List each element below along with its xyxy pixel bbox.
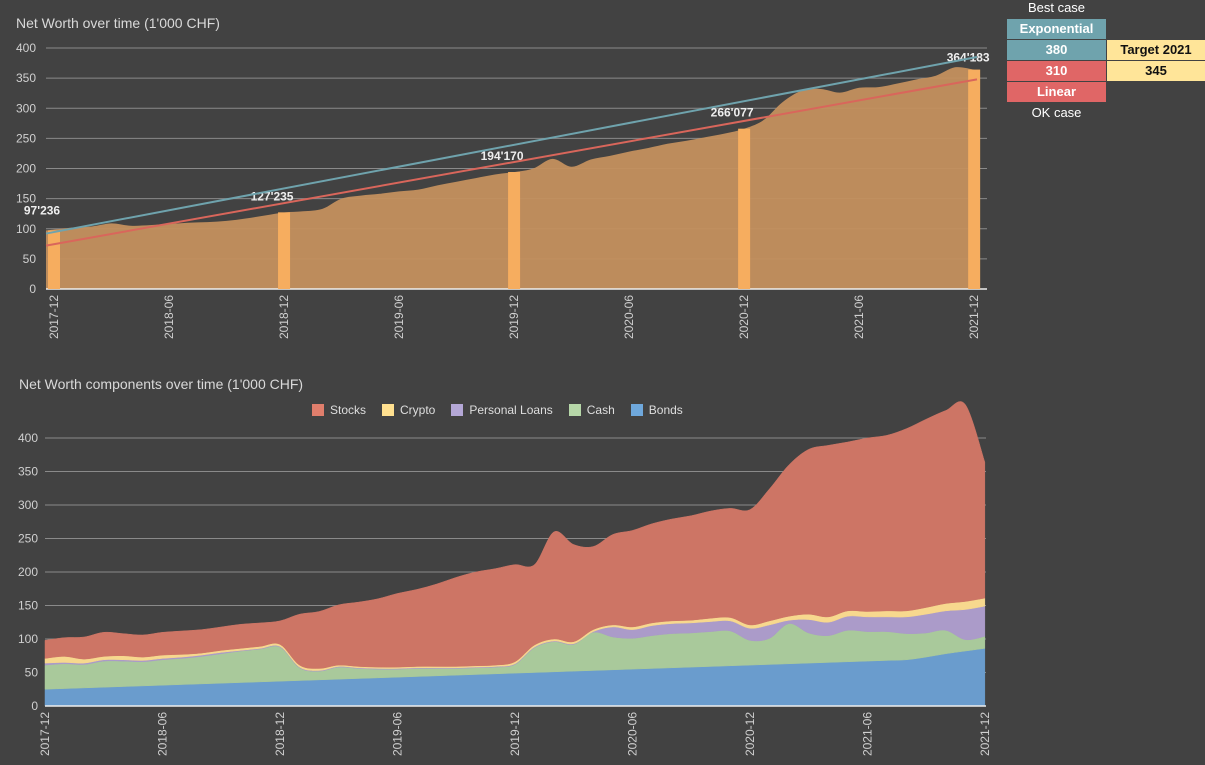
nw-bar-label: 97'236 bbox=[24, 203, 61, 217]
comp-y-tick-label: 100 bbox=[18, 632, 38, 646]
chart-title-net-worth: Net Worth over time (1'000 CHF) bbox=[16, 15, 220, 31]
comp-x-tick-label: 2017-12 bbox=[38, 712, 52, 756]
nw-y-tick-label: 400 bbox=[16, 41, 36, 55]
nw-y-tick-label: 50 bbox=[23, 252, 37, 266]
nw-x-tick-label: 2020-06 bbox=[622, 295, 636, 339]
components-legend: Stocks Crypto Personal Loans Cash Bonds bbox=[312, 403, 683, 417]
nw-y-tick-label: 150 bbox=[16, 192, 36, 206]
legend-label-stocks: Stocks bbox=[330, 403, 367, 417]
linear-label-cell: Linear bbox=[1007, 82, 1106, 102]
nw-x-tick-label: 2017-12 bbox=[47, 295, 61, 339]
legend-label-bonds: Bonds bbox=[648, 403, 683, 417]
comp-y-tick-label: 150 bbox=[18, 599, 38, 613]
target-label-cell: Target 2021 bbox=[1107, 40, 1205, 60]
nw-bar bbox=[738, 128, 751, 289]
trendline-linear bbox=[45, 78, 978, 247]
legend-item-crypto[interactable]: Crypto bbox=[382, 403, 435, 417]
comp-x-tick-label: 2018-12 bbox=[273, 712, 287, 756]
chart-title-components: Net Worth components over time (1'000 CH… bbox=[19, 376, 304, 392]
legend-label-personal-loans: Personal Loans bbox=[469, 403, 553, 417]
legend-label-cash: Cash bbox=[586, 403, 615, 417]
linear-value-cell: 310 bbox=[1007, 61, 1106, 81]
legend-swatch-crypto bbox=[382, 404, 395, 416]
net-worth-chart: 05010015020025030035040097'236127'235194… bbox=[16, 41, 990, 339]
comp-y-tick-label: 350 bbox=[18, 465, 38, 479]
legend-swatch-cash bbox=[568, 404, 581, 416]
exponential-value-cell: 380 bbox=[1007, 40, 1106, 60]
legend-swatch-bonds bbox=[630, 404, 643, 416]
comp-y-tick-label: 300 bbox=[18, 498, 38, 512]
nw-y-tick-label: 200 bbox=[16, 162, 36, 176]
nw-x-tick-label: 2021-06 bbox=[852, 295, 866, 339]
nw-bar bbox=[508, 172, 521, 289]
nw-y-tick-label: 300 bbox=[16, 101, 36, 115]
legend-swatch-stocks bbox=[312, 404, 324, 416]
comp-x-tick-label: 2020-06 bbox=[625, 712, 639, 756]
comp-x-tick-label: 2019-12 bbox=[508, 712, 522, 756]
ok-case-label: OK case bbox=[1031, 105, 1082, 120]
comp-x-tick-label: 2019-06 bbox=[390, 712, 404, 756]
comp-y-tick-label: 250 bbox=[18, 532, 38, 546]
legend-label-crypto: Crypto bbox=[400, 403, 436, 417]
nw-bar-label: 194'170 bbox=[481, 149, 524, 163]
nw-x-tick-label: 2021-12 bbox=[967, 295, 981, 339]
comp-x-tick-label: 2020-12 bbox=[743, 712, 757, 756]
comp-x-tick-label: 2021-06 bbox=[860, 712, 874, 756]
comp-y-tick-label: 50 bbox=[25, 666, 39, 680]
nw-y-tick-label: 100 bbox=[16, 222, 36, 236]
legend-item-stocks[interactable]: Stocks bbox=[312, 403, 366, 417]
nw-y-tick-label: 350 bbox=[16, 71, 36, 85]
nw-x-tick-label: 2018-06 bbox=[162, 295, 176, 339]
nw-bar bbox=[968, 69, 981, 289]
legend-item-personal-loans[interactable]: Personal Loans bbox=[451, 403, 553, 417]
legend-swatch-personal-loans bbox=[451, 404, 464, 416]
comp-y-tick-label: 0 bbox=[31, 699, 38, 713]
nw-x-tick-label: 2018-12 bbox=[277, 295, 291, 339]
legend-item-bonds[interactable]: Bonds bbox=[630, 403, 683, 417]
target-value-cell: 345 bbox=[1107, 61, 1205, 81]
nw-x-tick-label: 2019-06 bbox=[392, 295, 406, 339]
comp-x-tick-label: 2021-12 bbox=[978, 712, 992, 756]
legend-item-cash[interactable]: Cash bbox=[568, 403, 615, 417]
nw-y-tick-label: 250 bbox=[16, 131, 36, 145]
nw-y-tick-label: 0 bbox=[29, 282, 36, 296]
exponential-label-cell: Exponential bbox=[1007, 19, 1106, 39]
comp-y-tick-label: 400 bbox=[18, 431, 38, 445]
comp-x-tick-label: 2018-06 bbox=[155, 712, 169, 756]
nw-bar-label: 266'077 bbox=[711, 106, 754, 120]
comp-area-stocks bbox=[44, 401, 986, 669]
best-case-label: Best case bbox=[1027, 0, 1086, 15]
trendline-exponential bbox=[45, 56, 978, 235]
nw-x-tick-label: 2020-12 bbox=[737, 295, 751, 339]
nw-bar bbox=[278, 212, 291, 289]
nw-x-tick-label: 2019-12 bbox=[507, 295, 521, 339]
components-chart: 0 50 100 150 200 250 300 350 400 2017-12 2018-06 20… bbox=[18, 401, 992, 756]
comp-y-tick-label: 200 bbox=[18, 565, 38, 579]
